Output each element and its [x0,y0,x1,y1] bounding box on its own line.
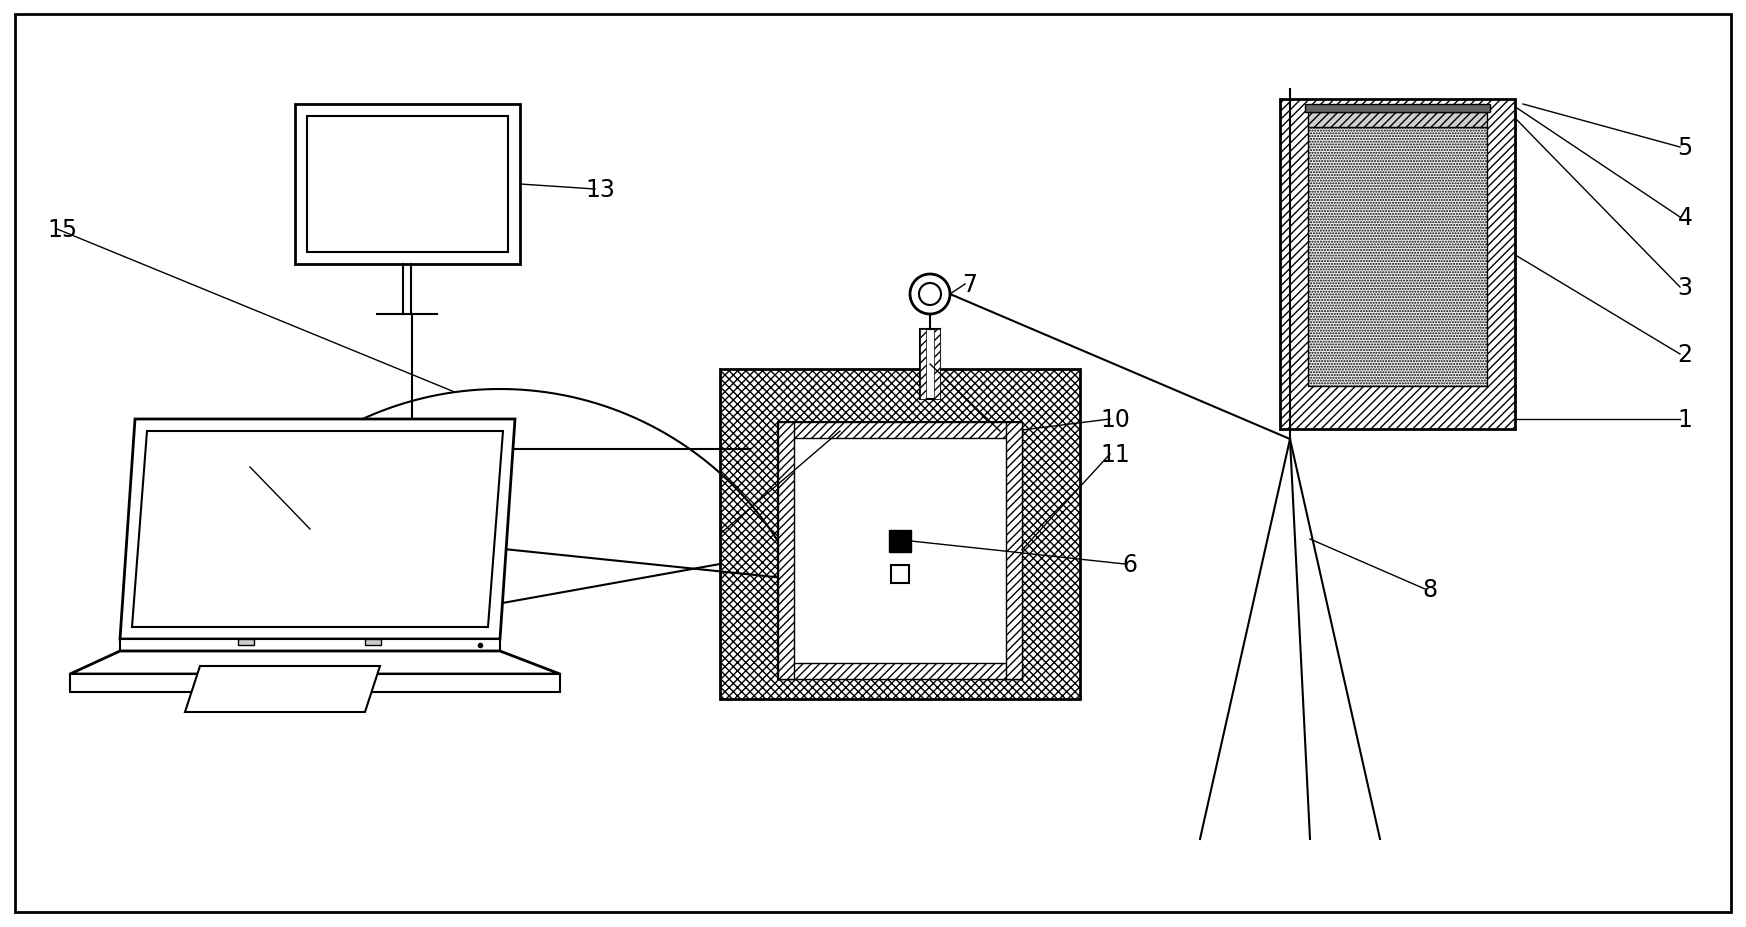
Bar [889,530,911,552]
Bar [1280,100,1516,429]
Text: 1: 1 [1678,408,1692,432]
Text: 14: 14 [239,455,271,479]
Bar [295,105,520,265]
Text: 9: 9 [997,420,1013,443]
Text: 12: 12 [829,420,861,443]
Text: 6: 6 [1123,552,1137,577]
Text: 11: 11 [1100,442,1130,466]
Bar [779,423,1021,679]
Bar [365,640,381,645]
Bar [1304,105,1489,113]
Polygon shape [133,432,503,628]
Bar [890,565,910,583]
Text: 5: 5 [1678,136,1692,159]
Polygon shape [70,674,560,692]
Bar [934,330,939,400]
Bar [237,640,253,645]
Bar [779,423,794,679]
Bar [920,330,939,400]
Bar [307,117,508,253]
Polygon shape [185,667,381,712]
Text: 10: 10 [1100,408,1130,432]
Bar [719,370,1081,699]
Text: 15: 15 [47,218,77,242]
Bar [1308,113,1488,128]
Text: 13: 13 [585,178,615,202]
Text: 3: 3 [1678,275,1692,299]
Polygon shape [70,652,560,674]
Text: 8: 8 [1423,578,1437,602]
Bar [1006,423,1021,679]
Bar [779,664,1021,679]
Bar [779,423,1021,438]
Text: 7: 7 [962,273,978,297]
Polygon shape [120,640,499,652]
Text: 4: 4 [1678,206,1692,230]
Bar [1308,128,1488,387]
Text: 2: 2 [1678,343,1692,366]
Bar [920,330,925,400]
Polygon shape [120,420,515,640]
